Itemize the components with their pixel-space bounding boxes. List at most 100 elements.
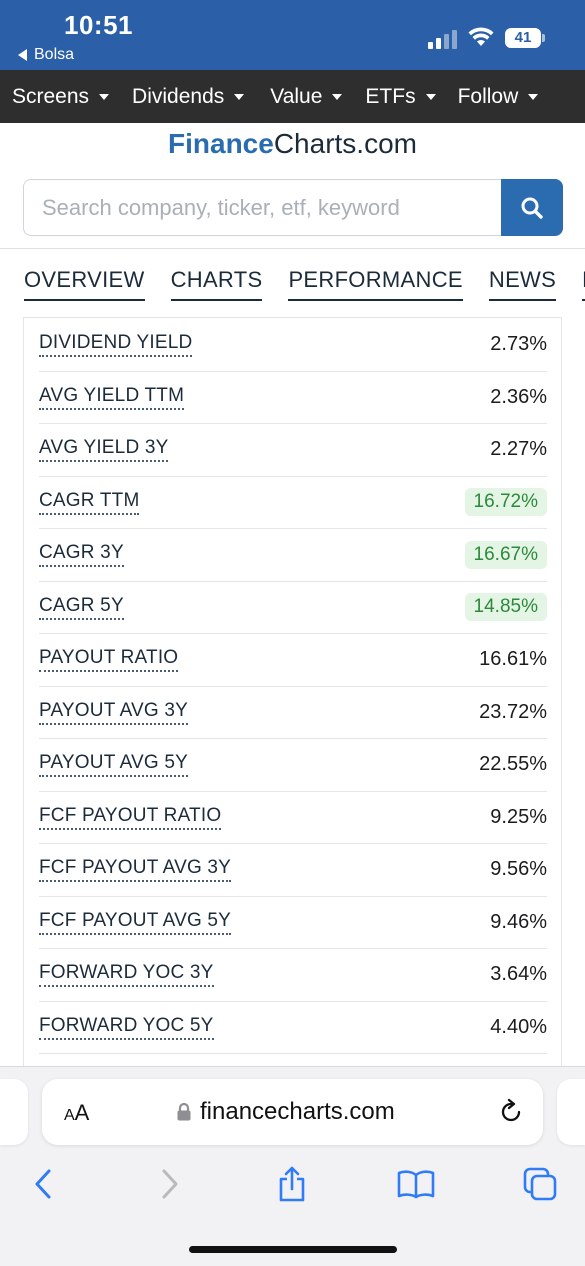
- table-row: AVG YIELD 3Y 2.27%: [39, 424, 547, 477]
- metric-value: 23.72%: [479, 700, 547, 723]
- address-bar[interactable]: AA financecharts.com: [42, 1079, 543, 1145]
- dividend-metrics-table: DIVIDEND YIELD 2.73% AVG YIELD TTM 2.36%…: [23, 317, 562, 1077]
- positive-value-badge: 16.72%: [464, 488, 547, 517]
- home-indicator[interactable]: [189, 1246, 397, 1253]
- tab-charts[interactable]: CHARTS: [170, 267, 263, 301]
- table-row: CAGR 3Y 16.67%: [39, 529, 547, 582]
- caret-down-icon: [425, 93, 436, 100]
- table-row: DIVIDEND YIELD 2.73%: [39, 319, 547, 372]
- table-row: FORWARD YOC 5Y 4.40%: [39, 1002, 547, 1054]
- table-row: CAGR 5Y 14.85%: [39, 582, 547, 634]
- logo-brand: Finance: [168, 128, 274, 159]
- nav-label: ETFs: [365, 84, 416, 108]
- metric-label[interactable]: FCF PAYOUT AVG 3Y: [39, 857, 232, 883]
- section-tabs: OVERVIEW CHARTS PERFORMANCE NEWS D: [24, 267, 585, 301]
- table-row: AVG YIELD TTM 2.36%: [39, 372, 547, 424]
- tabs-button[interactable]: [520, 1159, 560, 1209]
- text-size-label: AA: [64, 1100, 90, 1125]
- forward-button[interactable]: [150, 1159, 190, 1209]
- chevron-right-icon: [162, 1169, 178, 1199]
- nav-label: Dividends: [132, 84, 225, 108]
- metric-value: 2.73%: [490, 333, 547, 356]
- metric-label[interactable]: FORWARD YOC 5Y: [39, 1015, 214, 1040]
- previous-tab-peek[interactable]: [0, 1079, 28, 1145]
- metric-label[interactable]: PAYOUT AVG 5Y: [39, 752, 189, 778]
- positive-value-badge: 14.85%: [464, 593, 547, 622]
- metric-value: 3.64%: [490, 963, 547, 986]
- metric-value: 2.36%: [490, 385, 547, 408]
- next-tab-peek[interactable]: [557, 1079, 585, 1145]
- nav-label: Screens: [12, 84, 90, 108]
- status-time: 10:51: [64, 10, 133, 40]
- metric-label[interactable]: PAYOUT AVG 3Y: [39, 700, 189, 725]
- table-row: FORWARD YOC 3Y 3.64%: [39, 949, 547, 1002]
- tabs-icon: [523, 1167, 557, 1201]
- metric-label[interactable]: CAGR TTM: [39, 490, 140, 515]
- metric-label[interactable]: FORWARD YOC 3Y: [39, 962, 214, 988]
- search-icon: [521, 197, 543, 219]
- search-button[interactable]: [501, 179, 563, 236]
- tab-overview[interactable]: OVERVIEW: [24, 267, 145, 301]
- metric-value: 2.27%: [490, 438, 547, 461]
- safari-toolbar: [0, 1159, 585, 1209]
- metric-value: 22.55%: [479, 753, 547, 776]
- logo-rest: Charts.com: [273, 128, 417, 159]
- nav-value[interactable]: Value: [270, 70, 343, 123]
- battery-tip: [542, 34, 545, 42]
- metric-label[interactable]: CAGR 5Y: [39, 595, 124, 620]
- nav-etfs[interactable]: ETFs: [365, 70, 436, 123]
- tab-dividends-partial[interactable]: D: [582, 267, 585, 301]
- status-bar: 10:51 Bolsa 41: [0, 0, 585, 70]
- reload-icon[interactable]: [497, 1098, 525, 1126]
- site-logo[interactable]: FinanceCharts.com: [0, 128, 585, 160]
- metric-label[interactable]: AVG YIELD TTM: [39, 385, 185, 410]
- table-row: FCF PAYOUT AVG 5Y 9.46%: [39, 897, 547, 949]
- share-icon: [279, 1166, 305, 1202]
- back-triangle-icon: [18, 49, 27, 61]
- metric-label[interactable]: CAGR 3Y: [39, 542, 124, 568]
- table-row: FCF PAYOUT RATIO 9.25%: [39, 792, 547, 844]
- bookmarks-button[interactable]: [396, 1159, 436, 1209]
- wifi-icon: [468, 27, 494, 46]
- table-row: FCF PAYOUT AVG 3Y 9.56%: [39, 844, 547, 897]
- tab-performance[interactable]: PERFORMANCE: [288, 267, 463, 301]
- back-to-app-button[interactable]: Bolsa: [18, 46, 74, 64]
- battery-icon: 41: [505, 28, 541, 48]
- nav-follow[interactable]: Follow: [458, 70, 539, 123]
- back-button[interactable]: [23, 1159, 63, 1209]
- table-row: CAGR TTM 16.72%: [39, 477, 547, 529]
- metric-value: 9.25%: [490, 805, 547, 828]
- nav-screens[interactable]: Screens: [12, 70, 110, 123]
- table-row: PAYOUT AVG 3Y 23.72%: [39, 687, 547, 739]
- search-input[interactable]: [23, 179, 501, 236]
- metric-label[interactable]: DIVIDEND YIELD: [39, 332, 193, 358]
- share-button[interactable]: [272, 1159, 312, 1209]
- metric-label[interactable]: FCF PAYOUT AVG 5Y: [39, 910, 232, 935]
- back-app-label: Bolsa: [34, 46, 75, 63]
- header-divider: [0, 248, 585, 249]
- metric-value: 16.61%: [479, 648, 547, 671]
- caret-down-icon: [528, 93, 539, 100]
- cellular-signal-icon: [428, 30, 457, 49]
- metric-value: 9.56%: [490, 858, 547, 881]
- nav-label: Value: [270, 84, 323, 108]
- caret-down-icon: [234, 93, 245, 100]
- tab-news[interactable]: NEWS: [488, 267, 557, 301]
- table-row: PAYOUT RATIO 16.61%: [39, 634, 547, 687]
- book-icon: [397, 1170, 435, 1199]
- caret-down-icon: [332, 93, 343, 100]
- text-size-button[interactable]: AA: [64, 1100, 89, 1126]
- table-row: PAYOUT AVG 5Y 22.55%: [39, 739, 547, 792]
- metric-label[interactable]: PAYOUT RATIO: [39, 647, 179, 673]
- lock-icon: [177, 1102, 191, 1121]
- metric-label[interactable]: FCF PAYOUT RATIO: [39, 805, 222, 830]
- search-bar: [23, 179, 563, 236]
- metric-label[interactable]: AVG YIELD 3Y: [39, 437, 169, 463]
- safari-bottom-bar: AA financecharts.com: [0, 1066, 585, 1266]
- nav-dividends[interactable]: Dividends: [132, 70, 245, 123]
- positive-value-badge: 16.67%: [464, 540, 547, 569]
- url-field[interactable]: financecharts.com: [176, 1098, 395, 1126]
- url-text: financecharts.com: [200, 1098, 395, 1125]
- top-nav: Screens Dividends Value ETFs Follow: [0, 70, 585, 123]
